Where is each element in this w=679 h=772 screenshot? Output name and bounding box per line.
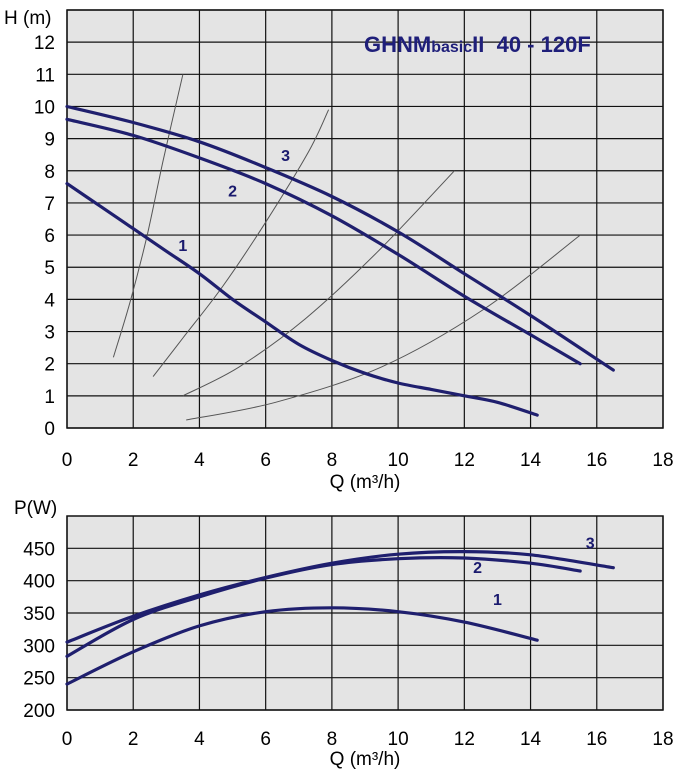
y-tick-label: 8: [44, 162, 55, 183]
y-tick-label: 350: [23, 604, 55, 625]
series-line-3: [65, 104, 615, 372]
y-tick-label: 300: [23, 636, 55, 657]
y-tick-label: 400: [23, 572, 55, 593]
x-tick-label: 10: [388, 450, 409, 471]
y-tick-label: 10: [34, 97, 55, 118]
plot-area: [67, 10, 663, 428]
x-tick-label: 0: [62, 450, 73, 471]
y-tick-label: 0: [44, 419, 55, 440]
x-tick-label: 0: [62, 729, 73, 750]
y-tick-label: 4: [44, 290, 55, 311]
y-tick-label: 200: [23, 701, 55, 722]
curve-label-1: 1: [493, 592, 502, 609]
system-curve-line: [152, 109, 330, 377]
x-tick-label: 6: [260, 729, 271, 750]
y-tick-label: 6: [44, 226, 55, 247]
x-tick-label: 16: [586, 729, 607, 750]
y-tick-label: 2: [44, 355, 55, 376]
x-tick-label: 12: [454, 729, 475, 750]
x-tick-label: 16: [586, 450, 607, 471]
y-tick-label: 11: [35, 65, 55, 86]
y-tick-label: 450: [23, 539, 55, 560]
x-tick-label: 4: [194, 450, 205, 471]
curve-label-2: 2: [228, 183, 237, 200]
y-tick-label: 1: [44, 387, 55, 408]
curve-label-3: 3: [586, 535, 595, 552]
x-tick-label: 18: [652, 729, 673, 750]
y-tick-label: 250: [23, 669, 55, 690]
y-axis-label: P(W): [14, 498, 57, 519]
x-tick-label: 14: [520, 729, 542, 750]
y-tick-label: 9: [44, 130, 55, 151]
y-axis-label: H (m): [4, 8, 51, 29]
power-chart: 0 2 4 6 8 10 12 14 16 18200250300350400450123P(W)…: [14, 498, 674, 770]
y-tick-label: 3: [44, 323, 55, 344]
x-tick-label: 8: [327, 450, 338, 471]
curve-label-1: 1: [178, 238, 187, 255]
series-line-1: [65, 182, 539, 417]
series-line-3: [65, 549, 615, 644]
chart-title: GHNMbasicII 40 - 120F: [364, 32, 591, 57]
y-tick-label: 7: [44, 194, 55, 215]
series-line-1: [65, 606, 539, 686]
y-tick-label: 5: [44, 258, 55, 279]
x-axis-label: Q (m³/h): [330, 749, 401, 770]
x-tick-label: 14: [520, 450, 542, 471]
x-tick-label: 12: [454, 450, 475, 471]
curve-label-3: 3: [281, 148, 290, 165]
series-line-2: [65, 117, 582, 366]
system-curve-line: [182, 170, 455, 397]
x-axis-label: Q (m³/h): [330, 472, 401, 493]
x-tick-label: 10: [388, 729, 409, 750]
x-tick-label: 2: [128, 729, 139, 750]
plot-frame: [66, 9, 664, 429]
x-tick-label: 8: [327, 729, 338, 750]
x-tick-label: 2: [128, 450, 139, 471]
x-tick-label: 6: [260, 450, 271, 471]
x-tick-label: 4: [194, 729, 205, 750]
system-curve-line: [186, 234, 581, 421]
plot-frame: [66, 515, 664, 711]
x-tick-label: 18: [652, 450, 673, 471]
y-tick-label: 12: [34, 33, 55, 54]
curve-label-2: 2: [473, 560, 482, 577]
